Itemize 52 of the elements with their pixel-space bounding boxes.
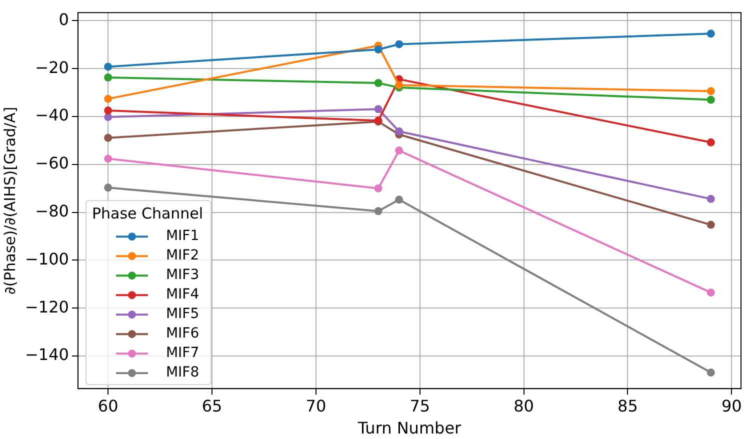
point [374, 79, 382, 88]
point [706, 30, 715, 38]
x-tick-label: 80 [514, 396, 534, 416]
y-tick-label: −80 [35, 201, 69, 220]
point [706, 138, 715, 146]
y-tick-label: −100 [24, 249, 69, 268]
point [104, 154, 112, 163]
x-tick-label: 90 [721, 396, 742, 416]
point [374, 207, 382, 216]
legend-label: MIF7 [166, 345, 200, 362]
legend-label: MIF6 [166, 326, 200, 342]
point [104, 184, 112, 192]
point [374, 184, 382, 192]
legend-label: MIF1 [166, 228, 200, 244]
y-tick-label: −140 [24, 345, 69, 364]
point [395, 127, 404, 136]
point [395, 40, 404, 48]
point [104, 94, 112, 103]
point [374, 45, 382, 54]
x-tick-label: 60 [98, 396, 118, 416]
point [395, 81, 404, 90]
point [706, 194, 715, 203]
point [706, 368, 715, 377]
point [706, 87, 715, 96]
y-tick-label: −120 [24, 297, 69, 316]
point [374, 105, 382, 114]
point [706, 288, 715, 297]
legend-label: MIF3 [166, 267, 200, 284]
y-tick-label: −60 [35, 154, 69, 173]
legend-label: MIF5 [166, 306, 200, 322]
x-tick-label: 85 [618, 396, 638, 416]
point [395, 146, 404, 155]
legend-title: Phase Channel [92, 204, 204, 222]
x-tick-label: 75 [410, 396, 430, 416]
point [104, 106, 112, 115]
point [104, 113, 112, 122]
point [706, 220, 715, 229]
legend-label: MIF2 [166, 248, 200, 264]
y-tick-label: −40 [35, 106, 69, 125]
point [104, 62, 112, 71]
legend-label: MIF8 [166, 364, 200, 381]
point [706, 96, 715, 104]
legend-label: MIF4 [166, 286, 200, 303]
x-tick-label: 65 [202, 396, 222, 416]
y-tick-label: −20 [35, 58, 69, 77]
x-axis-title: Turn Number [356, 418, 462, 438]
point [395, 196, 404, 204]
y-tick-label: 0 [58, 10, 69, 29]
x-tick-label: 70 [306, 396, 326, 416]
y-axis-title: ∂(Phase)/∂(AIHS)[Grad/A] [0, 106, 19, 294]
point [104, 134, 112, 142]
point [104, 74, 112, 82]
